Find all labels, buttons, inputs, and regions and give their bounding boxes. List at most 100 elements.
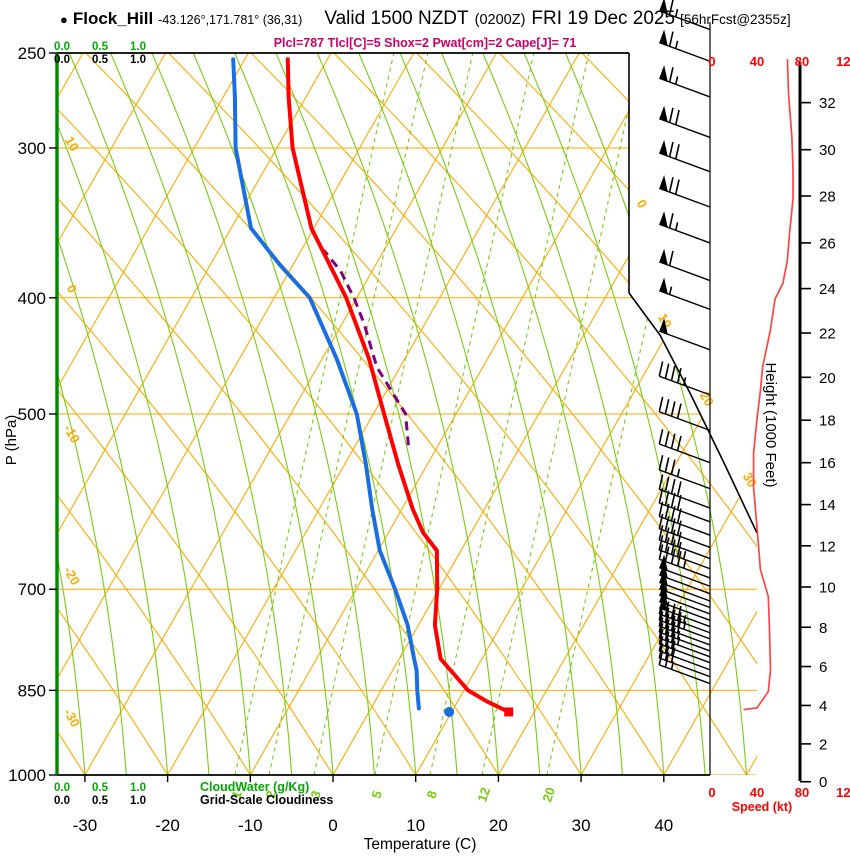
svg-text:28: 28 (819, 189, 836, 206)
svg-text:12: 12 (474, 785, 493, 803)
valid-date: FRI 19 Dec 2025 (531, 8, 676, 29)
svg-text:5: 5 (368, 789, 385, 801)
svg-text:400: 400 (18, 289, 46, 308)
svg-text:0: 0 (64, 282, 81, 296)
svg-text:Speed (kt): Speed (kt) (732, 800, 792, 814)
svg-text:P (hPa): P (hPa) (3, 415, 20, 466)
svg-text:40: 40 (750, 54, 764, 69)
forecast-reference: [56hrFcst@2355z] (680, 12, 791, 27)
svg-text:1000: 1000 (8, 766, 46, 785)
svg-text:0: 0 (634, 197, 651, 211)
svg-text:20: 20 (697, 389, 717, 409)
svg-text:0.0: 0.0 (54, 782, 70, 794)
svg-text:16: 16 (819, 455, 836, 472)
surface-temp-marker (504, 707, 514, 717)
svg-text:10: 10 (406, 816, 425, 835)
svg-text:3: 3 (307, 789, 324, 801)
svg-text:0: 0 (708, 785, 715, 800)
svg-text:0.0: 0.0 (54, 41, 70, 53)
svg-text:120: 120 (836, 785, 850, 800)
svg-text:120: 120 (836, 54, 850, 69)
temperature-curve (285, 57, 511, 714)
frame-right-diagonal (628, 292, 758, 534)
svg-text:10: 10 (819, 580, 836, 597)
svg-text:-30: -30 (73, 816, 98, 835)
svg-text:-20: -20 (61, 564, 83, 588)
svg-text:40: 40 (750, 785, 764, 800)
speed-axis-labels: 0040408080120120Speed (kt) (708, 54, 850, 814)
wind-speed-curve (743, 59, 794, 711)
station-name: Flock_Hill (72, 9, 154, 28)
svg-text:14: 14 (819, 497, 836, 514)
svg-text:20: 20 (489, 816, 508, 835)
valid-time-utc: (0200Z) (474, 12, 526, 28)
svg-text:18: 18 (819, 413, 836, 430)
svg-text:500: 500 (18, 405, 46, 424)
sounding-parameters: Plcl=787 Tlcl[C]=5 Shox=2 Pwat[cm]=2 Cap… (273, 36, 577, 50)
svg-text:4: 4 (819, 698, 827, 715)
pressure-axis-labels: 250 300 400 500 700 850 1000 P (hPa) (3, 44, 57, 785)
svg-text:22: 22 (819, 326, 836, 343)
station-bullet-icon: ● (60, 12, 68, 27)
svg-text:-10: -10 (238, 816, 263, 835)
temperature-axis-labels: -30 -20 -10 0 10 20 30 40 Temperature (C) (73, 775, 673, 853)
svg-text:8: 8 (423, 789, 440, 801)
svg-text:850: 850 (18, 681, 46, 700)
svg-text:0: 0 (819, 774, 827, 791)
svg-text:30: 30 (819, 142, 836, 159)
svg-text:2: 2 (819, 736, 827, 753)
chart-header: ● Flock_Hill -43.126°,171.781° (36,31) V… (60, 8, 850, 30)
svg-text:Temperature (C): Temperature (C) (364, 836, 477, 853)
svg-text:40: 40 (654, 816, 673, 835)
svg-text:30: 30 (740, 470, 760, 490)
svg-text:20: 20 (539, 785, 558, 803)
svg-text:26: 26 (819, 235, 836, 252)
svg-text:0.5: 0.5 (92, 41, 109, 53)
svg-text:250: 250 (18, 44, 46, 63)
svg-text:8: 8 (819, 620, 827, 637)
svg-text:0: 0 (708, 54, 715, 69)
wind-barbs (658, 0, 711, 685)
svg-text:-10: -10 (61, 422, 83, 446)
svg-text:24: 24 (819, 281, 836, 298)
surface-dewpoint-marker (444, 706, 455, 717)
svg-text:1.0: 1.0 (130, 782, 146, 794)
svg-text:CloudWater (g/Kg): CloudWater (g/Kg) (200, 780, 309, 794)
grid-lines (57, 53, 757, 775)
svg-text:0.0: 0.0 (54, 795, 70, 807)
svg-text:0.5: 0.5 (92, 782, 109, 794)
isotherm-labels: 0 10 20 30 (634, 197, 760, 490)
svg-text:80: 80 (795, 785, 809, 800)
svg-text:30: 30 (572, 816, 591, 835)
svg-text:80: 80 (795, 54, 809, 69)
svg-text:0.0: 0.0 (54, 54, 70, 66)
svg-text:-30: -30 (61, 706, 83, 730)
cloudiness-scale: 0.00.00.50.51.01.0 Grid-Scale Cloudiness (54, 54, 333, 807)
svg-text:0: 0 (328, 816, 337, 835)
svg-text:20: 20 (819, 370, 836, 387)
svg-text:2: 2 (262, 789, 279, 801)
svg-text:1: 1 (228, 789, 245, 801)
svg-text:10: 10 (62, 134, 82, 154)
svg-text:0.5: 0.5 (92, 54, 109, 66)
svg-text:-20: -20 (155, 816, 180, 835)
station-coords: -43.126°,171.781° (36,31) (158, 13, 303, 27)
svg-text:300: 300 (18, 139, 46, 158)
svg-text:700: 700 (18, 580, 46, 599)
mixing-ratio-labels: 1 2 3 5 8 12 20 (228, 785, 558, 803)
svg-text:12: 12 (819, 538, 836, 555)
parcel-curve (322, 249, 410, 446)
cloudwater-scale: 0.00.00.50.51.01.0 CloudWater (g/Kg) (54, 41, 309, 794)
svg-text:Height (1000 Feet): Height (1000 Feet) (762, 362, 779, 487)
valid-time: Valid 1500 NZDT (324, 8, 469, 29)
svg-text:10: 10 (655, 311, 675, 331)
svg-text:0.5: 0.5 (92, 795, 109, 807)
svg-text:1.0: 1.0 (130, 41, 146, 53)
svg-text:Grid-Scale Cloudiness: Grid-Scale Cloudiness (200, 793, 333, 807)
svg-text:6: 6 (819, 659, 827, 676)
svg-text:1.0: 1.0 (130, 795, 146, 807)
dewpoint-curve (231, 57, 421, 711)
svg-text:1.0: 1.0 (130, 54, 146, 66)
